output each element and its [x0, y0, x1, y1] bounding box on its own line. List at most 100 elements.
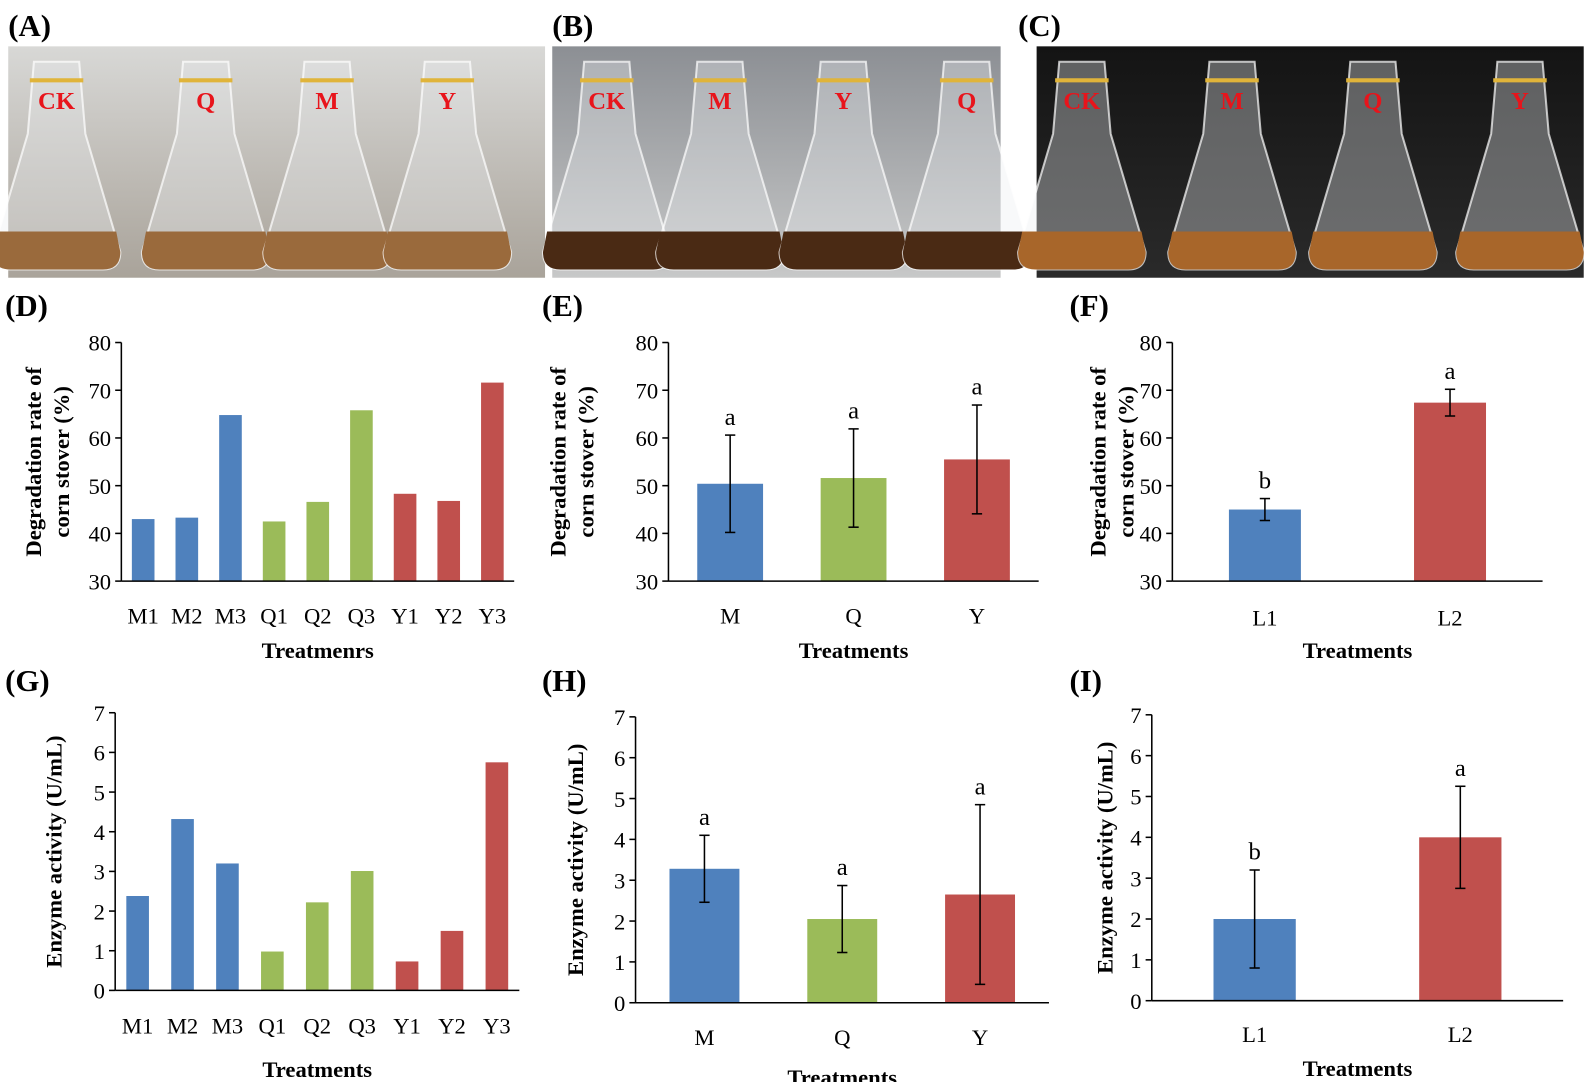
y-tick-label: 4	[94, 820, 105, 845]
y-tick-label: 1	[94, 939, 105, 964]
flask-label: M	[315, 88, 338, 115]
y-tick-label: 1	[614, 950, 625, 975]
error-bar	[1444, 388, 1456, 417]
panel-label: (C)	[1018, 9, 1061, 43]
bar	[485, 762, 509, 991]
y-tick-label: 1	[1130, 948, 1141, 973]
significance-letter: a	[725, 404, 736, 431]
y-tick-label: 6	[614, 746, 625, 771]
liquid	[141, 231, 270, 270]
liquid	[263, 231, 391, 270]
y-tick-label: 0	[94, 979, 105, 1004]
flask-label: Y	[1511, 88, 1529, 115]
liquid	[1456, 231, 1584, 270]
y-tick-label: 80	[636, 331, 659, 356]
significance-letter: a	[975, 773, 986, 800]
x-tick-label: Y1	[391, 603, 419, 628]
x-tick-label: Q2	[304, 603, 332, 628]
liquid	[656, 231, 784, 270]
bar	[126, 895, 149, 991]
y-axis-title: Enzyme activity (U/mL)	[563, 744, 588, 976]
significance-letter: b	[1259, 467, 1271, 494]
x-tick-label: M	[720, 603, 740, 628]
y-tick-label: 30	[636, 569, 659, 594]
x-tick-label: M3	[212, 1014, 243, 1039]
y-tick-label: 2	[614, 909, 625, 934]
flask-label: Q	[196, 88, 215, 115]
y-tick-label: 2	[1130, 907, 1141, 932]
y-axis-title: Enzyme activity (U/mL)	[42, 735, 67, 967]
panel-label: (F)	[1070, 289, 1109, 323]
flask-label: M	[1220, 88, 1243, 115]
panel-label: (B)	[552, 9, 593, 43]
bar	[175, 517, 199, 582]
x-tick-label: M1	[127, 603, 158, 628]
error-bar	[699, 834, 710, 904]
flask-label: Y	[834, 88, 852, 115]
x-tick-label: M2	[167, 1014, 198, 1039]
y-tick-label: 5	[94, 780, 105, 805]
bar	[131, 519, 155, 582]
error-bar	[971, 404, 983, 515]
y-tick-label: 60	[1139, 426, 1162, 451]
x-tick-label: Y1	[393, 1014, 421, 1039]
y-axis-title: corn stover (%)	[573, 386, 598, 538]
bar	[306, 501, 330, 582]
error-bar	[1455, 785, 1466, 890]
liquid	[0, 231, 121, 270]
significance-letter: a	[971, 374, 982, 401]
y-tick-label: 30	[88, 569, 111, 594]
x-tick-label: M1	[122, 1014, 153, 1039]
y-axis-title: Degradation rate of	[546, 367, 571, 557]
bar	[171, 819, 194, 991]
y-tick-label: 50	[88, 474, 111, 499]
y-tick-label: 6	[1130, 744, 1141, 769]
liquid	[779, 231, 908, 270]
flask-label: CK	[588, 88, 625, 115]
liquid	[1309, 231, 1437, 270]
bar	[261, 951, 284, 991]
panel-label: (H)	[542, 664, 587, 698]
bar	[395, 961, 419, 991]
x-tick-label: Y3	[479, 603, 507, 628]
y-tick-label: 3	[94, 860, 105, 885]
x-axis-title: Treatments	[787, 1065, 897, 1082]
bar	[1414, 402, 1487, 582]
y-tick-label: 50	[1139, 474, 1162, 499]
bar	[305, 902, 329, 991]
y-tick-label: 3	[614, 868, 625, 893]
x-tick-label: Y	[972, 1025, 988, 1050]
y-tick-label: 6	[94, 741, 105, 766]
significance-letter: a	[837, 854, 848, 881]
y-tick-label: 4	[1130, 826, 1141, 851]
y-axis-title: Enzyme activity (U/mL)	[1093, 742, 1118, 974]
panel-label: (G)	[5, 664, 50, 698]
significance-letter: a	[1455, 755, 1466, 782]
liquid	[1018, 231, 1146, 270]
bar	[262, 521, 286, 582]
liquid	[902, 231, 1031, 270]
y-tick-label: 40	[88, 522, 111, 547]
panel-label: (E)	[542, 289, 583, 323]
y-tick-label: 60	[88, 426, 111, 451]
bar	[440, 930, 464, 991]
y-tick-label: 7	[94, 701, 105, 726]
x-tick-label: L2	[1448, 1022, 1473, 1047]
bar	[1228, 509, 1301, 582]
y-axis-title: Degradation rate of	[21, 367, 46, 557]
significance-letter: a	[1445, 358, 1456, 385]
error-bar	[725, 434, 736, 534]
x-tick-label: M	[694, 1025, 714, 1050]
significance-letter: b	[1248, 839, 1260, 866]
y-tick-label: 40	[636, 522, 659, 547]
x-tick-label: Y2	[438, 1014, 466, 1039]
panel-label: (D)	[5, 289, 48, 323]
y-axis-title: corn stover (%)	[1113, 386, 1138, 538]
y-tick-label: 0	[614, 991, 625, 1016]
y-tick-label: 70	[88, 378, 111, 403]
error-bar	[1259, 497, 1271, 522]
x-tick-label: Y2	[435, 603, 463, 628]
x-tick-label: M2	[171, 603, 202, 628]
liquid	[1168, 231, 1296, 270]
